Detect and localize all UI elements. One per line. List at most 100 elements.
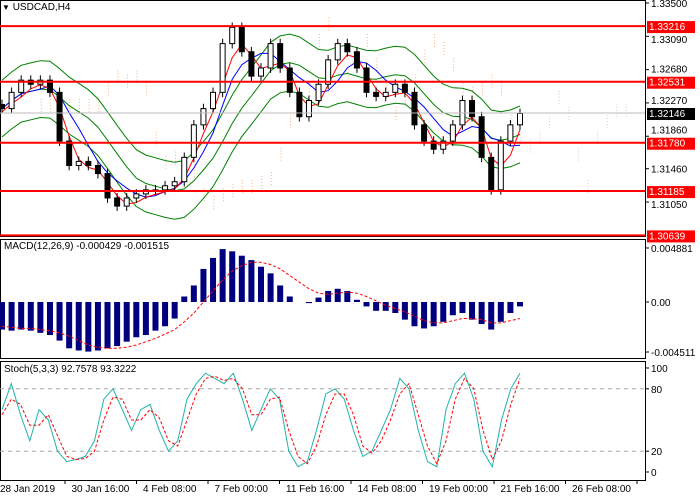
macd-bar xyxy=(363,302,370,307)
candle-body xyxy=(210,91,217,110)
macd-tick-label: -0.004511 xyxy=(651,348,696,359)
candle-body xyxy=(0,104,5,110)
macd-bar xyxy=(238,255,245,302)
level-label-bg xyxy=(647,137,695,150)
candle-body xyxy=(507,124,514,142)
bollinger-upper xyxy=(1,33,521,163)
candle-body xyxy=(94,164,101,175)
macd-bar xyxy=(392,302,399,314)
price-tick-label: 1.31050 xyxy=(651,200,688,211)
macd-bar xyxy=(440,302,447,322)
macd-bar xyxy=(66,302,73,349)
stoch-tick-label: 80 xyxy=(651,385,663,396)
price-tick-label: 1.33090 xyxy=(651,35,688,46)
candle-body xyxy=(229,26,236,45)
level-label-bg xyxy=(647,76,695,89)
candle-body xyxy=(325,59,332,85)
macd-bar xyxy=(181,296,188,302)
macd-bar xyxy=(497,302,504,322)
macd-bar xyxy=(46,302,53,336)
macd-bar xyxy=(353,299,360,302)
macd-bar xyxy=(85,302,92,352)
candle-body xyxy=(469,99,476,118)
candle-body xyxy=(286,67,293,93)
macd-bar xyxy=(488,302,495,330)
macd-bar xyxy=(258,266,264,302)
candle-body xyxy=(190,124,197,158)
current-price-label-bg xyxy=(647,107,695,120)
macd-bar xyxy=(267,273,274,302)
price-tick-label: 1.31460 xyxy=(651,165,688,176)
macd-bar xyxy=(37,302,44,333)
bollinger-lower xyxy=(1,90,521,220)
macd-bar xyxy=(449,302,456,316)
stoch-title: Stoch(5,3,3) 92.7578 93.3222 xyxy=(4,364,137,375)
candle-body xyxy=(181,156,188,183)
level-label: 1.31185 xyxy=(649,187,685,198)
price-tick-label: 1.32270 xyxy=(651,96,688,107)
candle-body xyxy=(66,140,73,166)
macd-bar xyxy=(18,302,25,330)
macd-bar xyxy=(430,302,437,327)
candle-body xyxy=(114,197,121,207)
macd-bar xyxy=(114,302,121,347)
candle-body xyxy=(296,91,303,118)
macd-bar xyxy=(517,302,523,307)
level-label-bg xyxy=(647,21,695,34)
macd-bar xyxy=(229,251,236,302)
macd-bar xyxy=(248,260,255,302)
candle-body xyxy=(133,193,140,199)
candle-body xyxy=(315,83,322,101)
candle-body xyxy=(392,83,399,93)
time-tick-label: 4 Feb 08:00 xyxy=(143,484,197,495)
candle-body xyxy=(18,79,25,93)
macd-bar xyxy=(75,302,82,351)
price-tick-label: 1.31860 xyxy=(651,126,688,137)
macd-bar xyxy=(334,288,341,302)
stoch-panel-frame xyxy=(0,361,646,481)
candle-body xyxy=(334,43,341,61)
candle-body xyxy=(344,43,351,53)
macd-bar xyxy=(27,302,34,331)
symbol-title: USDCAD,H4 xyxy=(12,2,71,13)
candle-body xyxy=(248,51,255,77)
stoch-tick-label: 100 xyxy=(651,364,668,375)
candle-body xyxy=(478,116,485,158)
candle-body xyxy=(46,79,53,93)
macd-bar xyxy=(123,302,130,342)
price-tick-label: 1.32680 xyxy=(651,65,688,76)
candle-body xyxy=(373,91,380,97)
symbol-title-row: ▼ USDCAD,H4 xyxy=(2,2,71,13)
stoch-signal-line xyxy=(1,375,521,465)
macd-bar xyxy=(286,296,293,302)
time-tick-label: 28 Jan 2019 xyxy=(0,484,55,495)
dropdown-triangle-icon[interactable]: ▼ xyxy=(2,3,10,12)
price-panel-frame xyxy=(0,0,646,237)
candle-body xyxy=(104,173,111,199)
time-tick-label: 14 Feb 08:00 xyxy=(358,484,417,495)
candle-body xyxy=(517,112,523,126)
macd-bar xyxy=(210,257,217,302)
macd-signal-line xyxy=(1,261,521,349)
candle-body xyxy=(305,99,312,118)
macd-bar xyxy=(104,302,111,349)
price-tick-label: 1.33500 xyxy=(651,0,688,10)
macd-bar xyxy=(478,302,485,325)
candle-body xyxy=(123,197,130,207)
level-label-bg xyxy=(647,186,695,199)
current-price-label: 1.32146 xyxy=(649,109,686,120)
level-label-bg xyxy=(647,230,695,243)
macd-bar xyxy=(277,285,284,302)
macd-bar xyxy=(459,302,466,314)
level-label: 1.31780 xyxy=(649,139,686,150)
macd-bar xyxy=(94,302,101,351)
macd-title: MACD(12,26,9) -0.000429 -0.001515 xyxy=(4,241,170,252)
macd-bar xyxy=(56,302,63,341)
candle-body xyxy=(75,160,82,166)
macd-bar xyxy=(152,302,159,331)
macd-tick-label: 0.00 xyxy=(651,298,671,309)
macd-bar xyxy=(162,302,169,327)
macd-bar xyxy=(373,302,380,311)
